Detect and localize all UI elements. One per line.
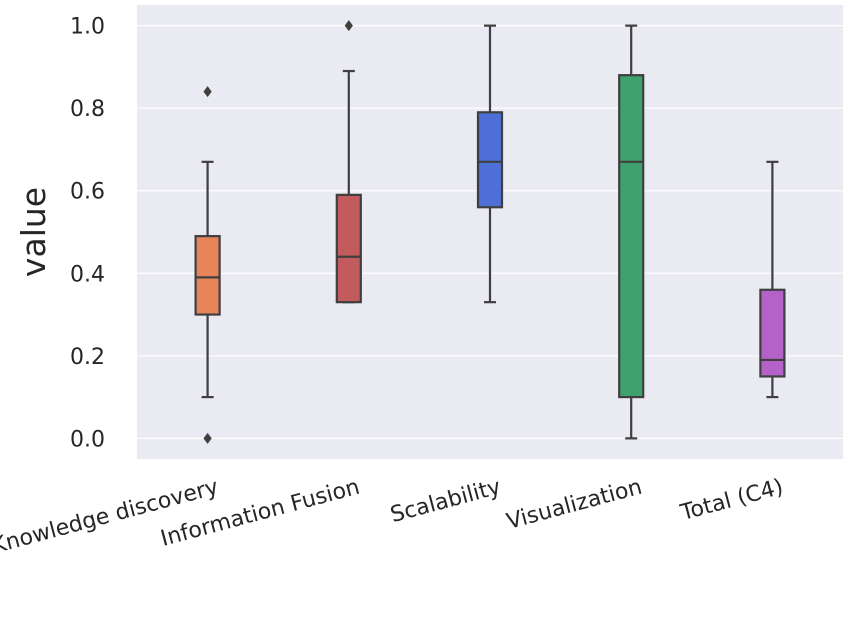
outlier-point	[203, 86, 212, 98]
box-iqr	[618, 74, 645, 399]
y-tick-label: 0.4	[70, 262, 105, 287]
box-visualization	[618, 24, 645, 440]
y-axis-label: value	[14, 187, 53, 277]
box-iqr	[476, 111, 504, 209]
box-total-c4-	[759, 160, 786, 399]
y-tick-label: 0.0	[70, 427, 105, 452]
y-tick-label: 0.8	[70, 97, 105, 122]
y-tick-label: 0.6	[70, 180, 105, 205]
y-axis-tick-labels: 0.0 0.2 0.4 0.6 0.8 1.0	[70, 15, 105, 453]
x-tick-label: Scalability	[388, 475, 504, 528]
box-series	[194, 20, 786, 444]
box-information-fusion	[335, 20, 362, 304]
outlier-point	[203, 432, 212, 444]
box-iqr	[759, 288, 786, 378]
box-iqr	[194, 235, 221, 316]
x-tick-label: Visualization	[504, 475, 645, 535]
x-tick-label: Knowledge discovery	[0, 475, 221, 560]
y-tick-label: 0.2	[70, 345, 105, 370]
box-iqr	[335, 193, 362, 304]
box-knowledge-discovery	[194, 86, 221, 444]
box-scalability	[476, 24, 504, 304]
y-tick-label: 1.0	[70, 15, 105, 40]
x-tick-label: Total (C4)	[677, 475, 786, 527]
outlier-point	[344, 20, 353, 32]
